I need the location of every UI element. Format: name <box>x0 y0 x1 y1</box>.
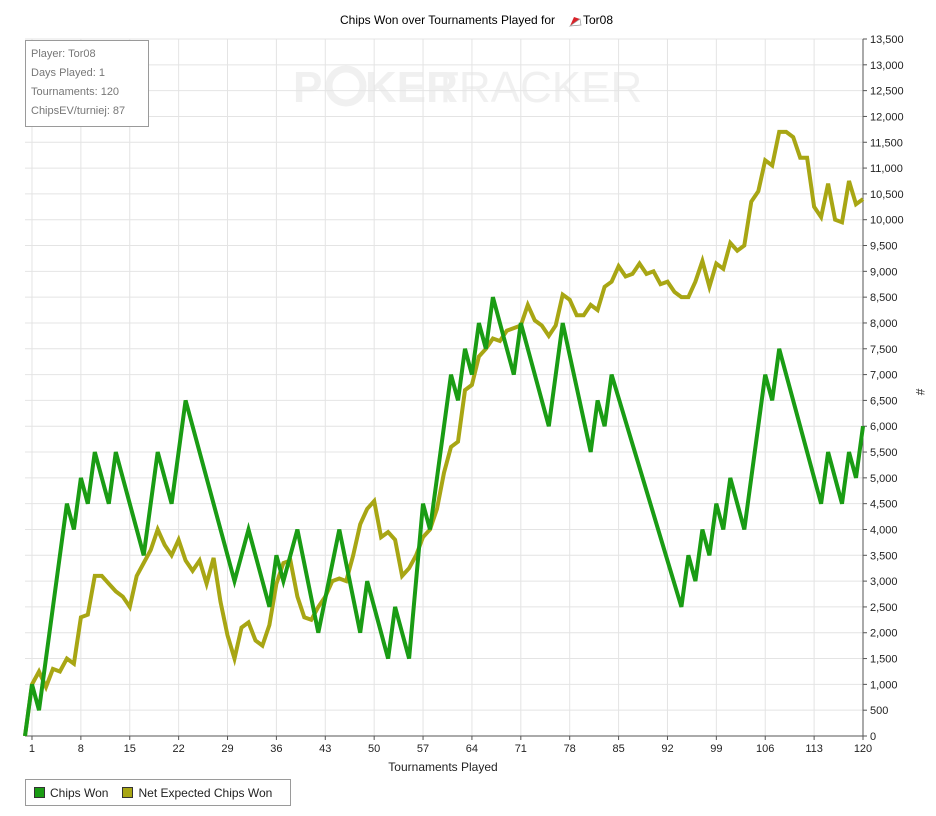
x-tick-label: 120 <box>854 743 872 755</box>
x-axis-title: Tournaments Played <box>388 760 497 774</box>
y-tick-label: 2,500 <box>870 602 898 614</box>
watermark-p: P <box>293 63 322 112</box>
x-tick-label: 1 <box>29 743 35 755</box>
x-tick-label: 22 <box>173 743 185 755</box>
series <box>23 129 865 737</box>
y-tick-label: 3,000 <box>870 576 898 588</box>
y-tick-label: 12,000 <box>870 111 904 123</box>
legend-item-chips-won[interactable]: Chips Won <box>34 786 108 800</box>
chip-icon <box>325 65 367 107</box>
x-tick-label: 99 <box>710 743 722 755</box>
player-info-box: Player: Tor08 Days Played: 1 Tournaments… <box>25 40 149 127</box>
y-tick-label: 9,000 <box>870 266 898 278</box>
x-tick-label: 8 <box>78 743 84 755</box>
y-tick-label: 11,500 <box>870 137 903 149</box>
y-tick-label: 8,000 <box>870 318 898 330</box>
x-tick-label: 106 <box>756 743 774 755</box>
y-tick-label: 500 <box>870 705 888 717</box>
chart-title: Chips Won over Tournaments Played for To… <box>340 13 613 27</box>
legend: Chips Won Net Expected Chips Won <box>25 779 291 806</box>
watermark-ker: KER <box>365 63 458 112</box>
watermark-tracker: TRACKER <box>432 63 642 112</box>
x-tick-label: 71 <box>515 743 527 755</box>
x-tick-label: 78 <box>564 743 576 755</box>
y-tick-label: 7,500 <box>870 344 898 356</box>
grid <box>25 38 864 737</box>
y-tick-label: 9,500 <box>870 241 898 253</box>
axes <box>25 38 867 740</box>
x-tick-label: 15 <box>124 743 136 755</box>
y-tick-label: 12,500 <box>870 86 904 98</box>
y-tick-label: 4,000 <box>870 524 898 536</box>
x-tick-label: 50 <box>368 743 380 755</box>
y-tick-label: 6,000 <box>870 421 898 433</box>
y-tick-label: 4,500 <box>870 499 898 511</box>
y-tick-label: 0 <box>870 731 876 743</box>
legend-item-net-expected[interactable]: Net Expected Chips Won <box>122 786 272 800</box>
tick-labels: 0 500 1,000 1,500 2,000 2,500 3,000 3,500 4,000 4… <box>29 34 904 755</box>
x-tick-label: 64 <box>466 743 478 755</box>
legend-label-chips-won: Chips Won <box>50 785 109 800</box>
x-tick-label: 43 <box>319 743 331 755</box>
info-days-played: Days Played: 1 <box>31 67 105 79</box>
y-tick-label: 5,500 <box>870 447 898 459</box>
y-tick-label: 7,000 <box>870 370 898 382</box>
y-tick-label: 2,000 <box>870 628 898 640</box>
legend-swatch-net-expected <box>122 787 134 798</box>
chips-won-line <box>23 296 865 737</box>
chart-title-player: Tor08 <box>583 13 613 27</box>
y-tick-label: 8,500 <box>870 292 898 304</box>
pokerstars-icon <box>568 17 582 27</box>
x-tick-label: 92 <box>661 743 673 755</box>
y-axis-title: # <box>913 389 927 396</box>
y-tick-label: 1,500 <box>870 654 898 666</box>
y-tick-label: 1,000 <box>870 679 898 691</box>
pokertracker-watermark: P KER TRACKER <box>293 63 642 112</box>
x-tick-label: 36 <box>270 743 282 755</box>
x-tick-label: 113 <box>805 743 823 755</box>
info-player: Player: Tor08 <box>31 48 96 60</box>
y-tick-label: 13,500 <box>870 34 904 46</box>
info-tournaments: Tournaments: 120 <box>31 86 120 98</box>
legend-swatch-chips-won <box>34 787 45 798</box>
x-tick-label: 57 <box>417 743 429 755</box>
y-tick-label: 10,000 <box>870 215 904 227</box>
y-tick-label: 11,000 <box>870 163 903 175</box>
y-tick-label: 3,500 <box>870 550 898 562</box>
y-tick-label: 13,000 <box>870 60 904 72</box>
x-tick-label: 85 <box>612 743 624 755</box>
y-tick-label: 6,500 <box>870 395 898 407</box>
legend-label-net-expected: Net Expected Chips Won <box>138 785 273 800</box>
x-tick-label: 29 <box>221 743 233 755</box>
info-chipsev: ChipsEV/turniej: 87 <box>31 105 126 117</box>
net-expected-chips-won-line <box>23 129 865 737</box>
chart-title-text: Chips Won over Tournaments Played for <box>340 13 555 27</box>
y-tick-label: 5,000 <box>870 473 898 485</box>
y-tick-label: 10,500 <box>870 189 904 201</box>
